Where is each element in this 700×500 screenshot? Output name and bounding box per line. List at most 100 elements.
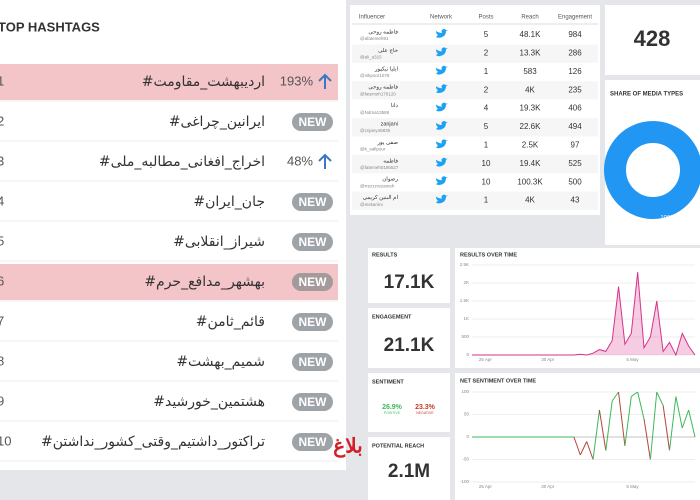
- change: 48%: [287, 153, 313, 168]
- y-tick-label: 0: [466, 434, 469, 439]
- row-stripe: [352, 44, 598, 63]
- rank: 3: [0, 153, 4, 168]
- influencer-handle: @fatemeh0186527: [360, 165, 399, 170]
- badge: [292, 393, 333, 411]
- row-stripe: [352, 118, 598, 137]
- stat-value: 2.1M: [388, 461, 430, 482]
- influencer-name: zanjani: [381, 121, 398, 127]
- influencer-handle: @ali_a315: [360, 55, 382, 60]
- card-title: SHARE OF MEDIA TYPES: [610, 92, 683, 98]
- posts: 1: [484, 67, 489, 76]
- influencer-handle: @nikpoor1078: [360, 73, 390, 78]
- influencer-name: صفی پور: [376, 140, 398, 146]
- positive-label: POSITIVE: [384, 411, 401, 415]
- influencer-handle: @rrezzzrezameh: [360, 183, 395, 188]
- total: 428: [634, 26, 671, 51]
- badge-text: NEW: [299, 195, 328, 209]
- hashtag: جان_ایران#: [193, 194, 265, 210]
- y-tick-label: 2K: [463, 280, 469, 285]
- badge-text: NEW: [299, 395, 328, 409]
- rank: 1: [0, 73, 4, 88]
- watermark: بلاغ: [333, 435, 362, 458]
- twitter-icon: [436, 65, 448, 75]
- posts: 4: [484, 104, 489, 113]
- engagement: 286: [568, 49, 582, 58]
- reach: 19.4K: [520, 159, 542, 168]
- badge-text: NEW: [299, 435, 328, 449]
- y-tick-label: 2.5K: [460, 262, 469, 267]
- card-title: POTENTIAL REACH: [372, 443, 424, 449]
- segment: [598, 409, 607, 451]
- column-header: Influencer: [359, 15, 385, 21]
- row-highlight: [0, 64, 338, 100]
- influencer-handle: @mskarimi: [360, 202, 383, 207]
- influencer-name: رضوان: [382, 176, 398, 183]
- hashtag: بهشهر_مدافع_حرم#: [144, 274, 265, 290]
- total-card: [605, 5, 700, 75]
- line: [472, 272, 696, 357]
- segment: [637, 391, 645, 420]
- influencer-handle: @afatemeh91: [360, 36, 389, 41]
- twitter-icon: [436, 29, 448, 38]
- influencer-handle: @znjany45835: [360, 128, 391, 133]
- twitter-icon: [436, 47, 448, 57]
- column-header: Network: [430, 15, 453, 21]
- posts: 1: [484, 141, 489, 150]
- badge: [292, 273, 333, 291]
- reach: 19.3K: [520, 104, 542, 113]
- engagement: 984: [568, 30, 582, 39]
- y-tick-label: 100: [461, 389, 469, 394]
- x-tick-label: 30 Apr: [541, 484, 555, 489]
- positive: 26.9%: [382, 404, 403, 411]
- badge-text: NEW: [299, 315, 328, 329]
- rank: 5: [0, 233, 4, 248]
- stat-value: 21.1K: [384, 335, 435, 356]
- reach: 13.3K: [520, 49, 542, 58]
- segment: [618, 391, 626, 447]
- twitter-icon: [436, 121, 448, 130]
- engagement-card: [368, 308, 450, 368]
- row-stripe: [352, 154, 598, 174]
- reach: 4K: [525, 85, 535, 94]
- segment: [662, 405, 671, 451]
- reach-card: [368, 437, 450, 500]
- rank: 10: [0, 433, 11, 448]
- panel-title: TOP HASHTAGS: [0, 19, 100, 34]
- negative-label: NEGATIVE: [416, 411, 434, 415]
- negative: 23.3%: [415, 404, 436, 411]
- segment: [586, 441, 594, 460]
- results-chart-card: [455, 248, 700, 368]
- influencer-name: ام البنین کریمی: [363, 194, 399, 201]
- segment: [579, 441, 588, 456]
- engagement: 406: [568, 104, 582, 113]
- segment: [688, 409, 696, 438]
- hashtag: هشتمین_خورشید#: [153, 394, 265, 410]
- influencer-handle: @k_safipour: [360, 147, 386, 152]
- segment: [624, 396, 632, 447]
- segment: [656, 391, 664, 406]
- badge-text: NEW: [299, 235, 328, 249]
- x-tick-label: 5 May: [626, 357, 639, 362]
- influencer-panel: [350, 5, 600, 215]
- badge: [292, 433, 333, 451]
- posts: 2: [484, 85, 489, 94]
- rank: 8: [0, 353, 4, 368]
- badge: [292, 193, 333, 211]
- reach: 22.6K: [520, 122, 542, 131]
- influencer-name: دانا: [391, 102, 399, 109]
- y-tick-label: -100: [460, 479, 470, 484]
- hashtag: تراکتور_داشتیم_وقتی_کشور_نداشتن#: [41, 434, 265, 450]
- card-title: NET SENTIMENT OVER TIME: [460, 378, 536, 384]
- influencer-handle: @Ndma13589: [360, 110, 390, 115]
- posts: 5: [484, 122, 489, 131]
- x-tick-label: 25 Apr: [479, 357, 493, 362]
- x-tick-label: 30 Apr: [541, 357, 555, 362]
- reach: 2.5K: [522, 141, 539, 150]
- posts: 10: [482, 159, 491, 168]
- trend-arrow: [318, 73, 332, 89]
- y-tick-label: 0: [466, 352, 469, 357]
- twitter-icon: [436, 176, 448, 185]
- posts: 2: [484, 49, 489, 58]
- column-header: Reach: [521, 15, 538, 21]
